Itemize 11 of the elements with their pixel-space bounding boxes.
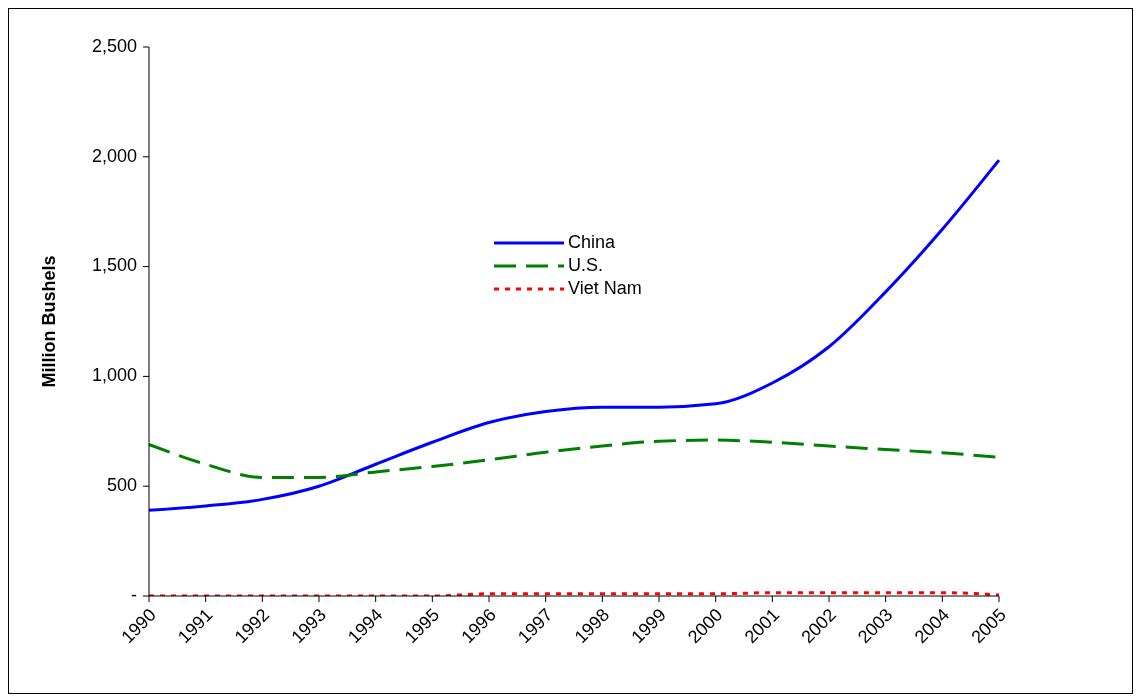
y-tick-label: 1,500 xyxy=(91,255,137,276)
line-series xyxy=(147,158,1001,512)
legend-label: Viet Nam xyxy=(568,277,642,300)
y-tick-label: - xyxy=(131,584,137,605)
y-tick-label: 2,000 xyxy=(91,145,137,166)
y-tick-label: 2,500 xyxy=(91,35,137,56)
y-tick-label: 500 xyxy=(106,474,137,495)
y-axis-title: Million Bushels xyxy=(39,255,60,388)
legend-label: China xyxy=(568,231,616,254)
legend-label: U.S. xyxy=(568,254,604,277)
y-tick-label: 1,000 xyxy=(91,365,137,386)
